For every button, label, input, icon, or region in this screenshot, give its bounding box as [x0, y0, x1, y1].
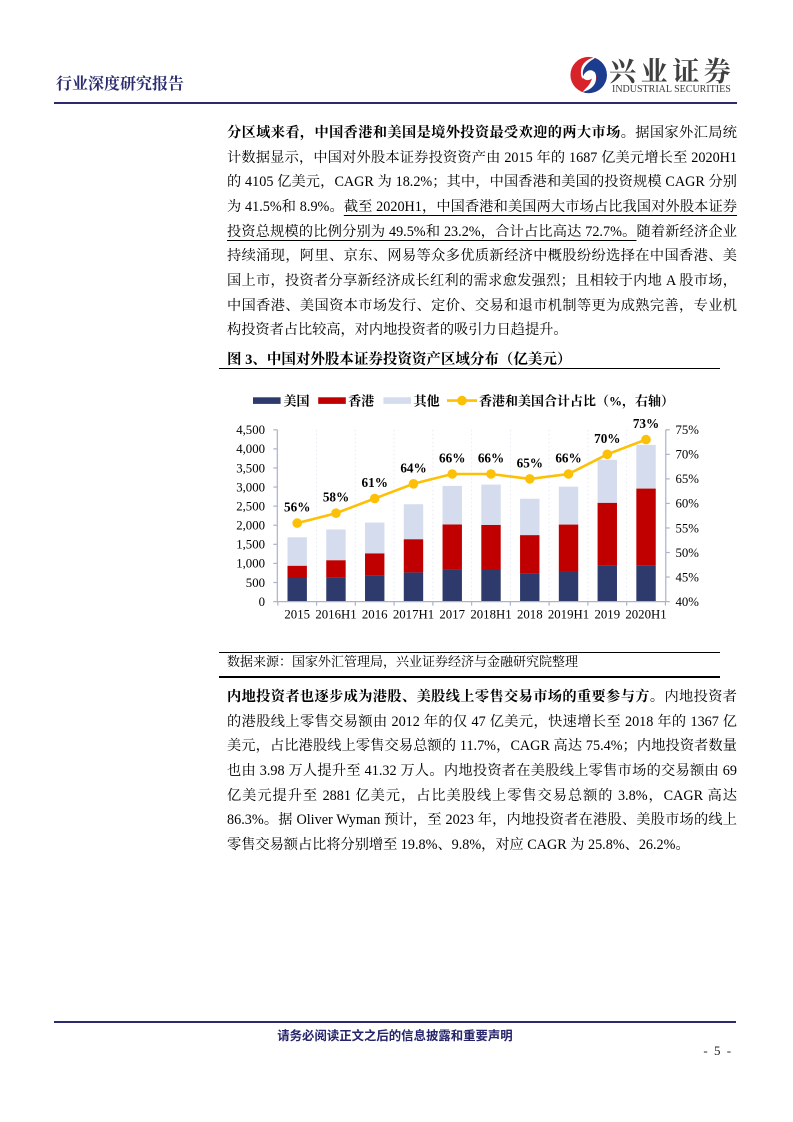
svg-text:66%: 66%	[439, 451, 465, 466]
svg-text:0: 0	[259, 595, 265, 609]
svg-text:66%: 66%	[555, 451, 581, 466]
svg-text:2017: 2017	[439, 607, 465, 621]
svg-text:56%: 56%	[284, 500, 310, 515]
svg-text:美国: 美国	[284, 394, 310, 409]
svg-text:66%: 66%	[478, 451, 504, 466]
svg-text:2016H1: 2016H1	[315, 607, 356, 621]
svg-text:40%: 40%	[676, 595, 700, 609]
svg-text:64%: 64%	[400, 460, 426, 475]
svg-text:73%: 73%	[633, 416, 659, 431]
svg-text:50%: 50%	[676, 546, 700, 560]
svg-text:4,500: 4,500	[236, 423, 265, 437]
svg-text:2020H1: 2020H1	[625, 607, 666, 621]
svg-text:45%: 45%	[676, 570, 700, 584]
svg-text:70%: 70%	[676, 448, 700, 462]
svg-text:70%: 70%	[594, 431, 620, 446]
svg-text:其他: 其他	[414, 394, 440, 410]
svg-text:2019H1: 2019H1	[548, 607, 589, 621]
svg-text:61%: 61%	[362, 475, 388, 490]
svg-text:3,000: 3,000	[236, 480, 265, 494]
svg-text:500: 500	[246, 576, 265, 590]
svg-text:1,000: 1,000	[236, 557, 265, 571]
svg-text:2017H1: 2017H1	[393, 607, 434, 621]
svg-text:65%: 65%	[517, 455, 543, 470]
svg-text:2018H1: 2018H1	[470, 607, 511, 621]
svg-text:2015: 2015	[284, 607, 310, 621]
svg-text:3,500: 3,500	[236, 461, 265, 475]
svg-text:65%: 65%	[676, 472, 700, 486]
svg-text:2018: 2018	[517, 607, 543, 621]
svg-text:2,500: 2,500	[236, 500, 265, 514]
svg-text:1,500: 1,500	[236, 538, 265, 552]
svg-text:2,000: 2,000	[236, 519, 265, 533]
svg-text:香港和美国合计占比（%，右轴）: 香港和美国合计占比（%，右轴）	[479, 394, 674, 410]
svg-text:4,000: 4,000	[236, 442, 265, 456]
svg-text:2016: 2016	[362, 607, 388, 621]
svg-text:75%: 75%	[676, 423, 700, 437]
svg-text:2019: 2019	[595, 607, 621, 621]
svg-text:60%: 60%	[676, 497, 700, 511]
svg-text:58%: 58%	[323, 490, 349, 505]
svg-text:55%: 55%	[676, 521, 700, 535]
svg-text:香港: 香港	[348, 394, 374, 409]
